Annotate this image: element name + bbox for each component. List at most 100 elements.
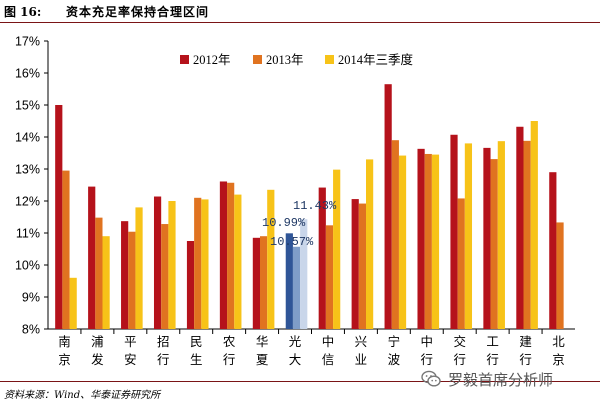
x-tick-label-char: 大 [289,352,302,367]
bar-2013年-华夏 [259,236,268,329]
bar-2013年-平安 [128,231,136,329]
y-tick-label: 10% [15,259,40,273]
x-tick-label-char: 生 [190,352,203,367]
bar-2013年-宁波 [391,140,399,329]
x-tick-label-char: 中 [322,334,335,349]
bar-2014年三季度-招行 [168,201,176,329]
bar-2013年-光大 [292,246,301,329]
x-tick-label-char: 北 [552,334,565,349]
x-tick-label-char: 农 [223,334,236,349]
x-tick-label-char: 行 [157,352,170,367]
footer-divider [0,381,600,382]
bar-2014年三季度-工行 [497,141,505,329]
x-tick-label-char: 华 [256,334,269,349]
bar-2012年-中信 [318,187,326,329]
bar-2012年-招行 [153,196,162,329]
x-tick-label-char: 发 [91,352,104,367]
bar-2012年-光大 [285,233,293,329]
legend-label: 2014年三季度 [338,52,414,67]
y-tick-label: 17% [15,35,40,49]
header-divider [0,22,600,23]
bar-2014年三季度-建行 [530,121,538,329]
bar-2014年三季度-浦发 [102,236,110,329]
x-tick-label-char: 京 [58,352,71,367]
bar-2013年-浦发 [95,217,103,329]
x-tick-label-char: 建 [519,334,532,349]
bar-2013年-建行 [523,140,531,329]
data-label: 10.99% [262,216,306,230]
legend-swatch-2012年 [180,55,189,64]
x-tick-label-char: 行 [486,352,499,367]
bar-2014年三季度-宁波 [398,155,407,329]
bar-2012年-浦发 [88,186,96,329]
watermark: 罗毅首席分析师 [420,366,553,392]
bar-2012年-北京 [549,172,557,329]
bar-2013年-中信 [325,225,334,329]
bar-2014年三季度-中信 [333,169,341,329]
bar-2013年-北京 [556,222,564,329]
bar-2012年-工行 [483,147,491,329]
x-tick-label-char: 波 [388,352,401,367]
bar-2013年-南京 [62,170,70,329]
bar-2013年-工行 [490,159,498,329]
bar-2013年-兴业 [358,203,367,329]
watermark-text: 罗毅首席分析师 [448,370,554,389]
x-tick-label-char: 兴 [355,334,368,349]
figure-title: 资本充足率保持合理区间 [66,5,210,19]
legend-swatch-2013年 [253,55,262,64]
bar-2013年-中行 [424,153,432,329]
x-tick-label-char: 光 [289,334,302,349]
bar-2012年-交行 [450,134,458,329]
x-tick-label-char: 中 [421,334,434,349]
bar-2013年-招行 [161,224,169,329]
bar-2012年-华夏 [252,237,260,329]
x-tick-label-char: 安 [124,352,137,367]
y-tick-label: 15% [15,99,40,113]
wechat-icon [421,370,441,387]
bar-2012年-中行 [417,148,425,329]
bar-2013年-交行 [457,198,465,329]
y-tick-label: 13% [15,163,40,177]
bar-2012年-建行 [516,126,524,329]
x-tick-label-char: 行 [519,352,532,367]
legend-label: 2012年 [193,53,231,67]
x-tick-label-char: 行 [223,352,236,367]
x-tick-label-char: 行 [453,352,466,367]
source-note: 资料来源：Wind、华泰证券研究所 [4,390,161,401]
bar-2012年-南京 [55,105,63,329]
x-tick-label-char: 业 [355,352,368,367]
bar-2014年三季度-光大 [300,219,308,329]
bar-2012年-宁波 [384,84,392,329]
data-label: 11.43% [293,199,337,213]
bar-2013年-农行 [227,182,235,329]
y-tick-label: 14% [15,131,40,145]
legend-label: 2013年 [266,53,304,67]
bar-2013年-民生 [194,197,202,329]
bar-2012年-民生 [186,241,195,329]
bar-2014年三季度-民生 [201,199,209,329]
bar-2012年-农行 [219,181,228,329]
bar-2014年三季度-平安 [135,207,143,329]
x-tick-label-char: 南 [58,334,71,349]
y-tick-label: 9% [22,291,40,305]
figure-header: 图 16: 资本充足率保持合理区间 [0,0,600,22]
x-tick-label-char: 夏 [256,352,269,367]
x-tick-label-char: 平 [124,334,137,349]
y-tick-label: 12% [15,195,40,209]
bar-2012年-平安 [121,221,129,329]
bar-2014年三季度-兴业 [366,159,374,329]
x-tick-label-char: 招 [157,334,170,349]
y-tick-label: 16% [15,67,40,81]
x-tick-label-char: 浦 [91,334,104,349]
bar-2014年三季度-华夏 [267,189,275,329]
bar-2014年三季度-交行 [464,143,473,329]
bar-2012年-兴业 [351,199,359,329]
bar-2014年三季度-中行 [431,154,440,329]
figure-label: 图 16: [4,5,42,19]
y-tick-label: 11% [16,227,40,241]
x-tick-label-char: 交 [453,334,466,349]
x-tick-label-char: 宁 [388,334,401,349]
data-label: 10.57% [270,235,314,249]
bar-2014年三季度-农行 [234,194,242,329]
